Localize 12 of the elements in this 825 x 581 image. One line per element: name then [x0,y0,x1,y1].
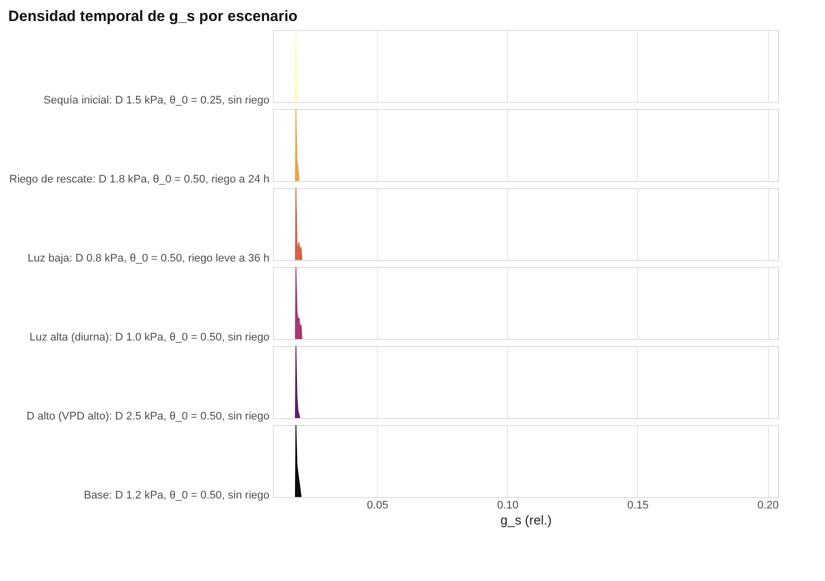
x-tick-label: 0.10 [497,500,518,512]
y-axis-title: Base: D 1.2 kPa, θ_0 = 0.50, sin riego [84,490,270,502]
y-axis-title: Riego de rescate: D 1.8 kPa, θ_0 = 0.50, riego a 24 h [9,174,270,186]
x-tick-label: 0.20 [757,500,779,512]
x-tick-label: 0.05 [366,500,388,512]
text: Densidad temporal de g_s por escenario [8,8,298,25]
y-axis-title: Luz baja: D 0.8 kPa, θ_0 = 0.50, riego leve a 36 h [28,252,270,264]
x-axis-title: g_s (rel.) [500,512,552,528]
y-axis-title: Luz alta (diurna): D 1.0 kPa, θ_0 = 0.50, sin riego [29,332,270,344]
y-axis-title: D alto (VPD alto): D 2.5 kPa, θ_0 = 0.50, sin riego [26,410,270,422]
y-axis-title: Sequía inicial: D 1.5 kPa, θ_0 = 0.25, sin riego [44,94,270,106]
x-tick-label: 0.15 [627,500,649,512]
